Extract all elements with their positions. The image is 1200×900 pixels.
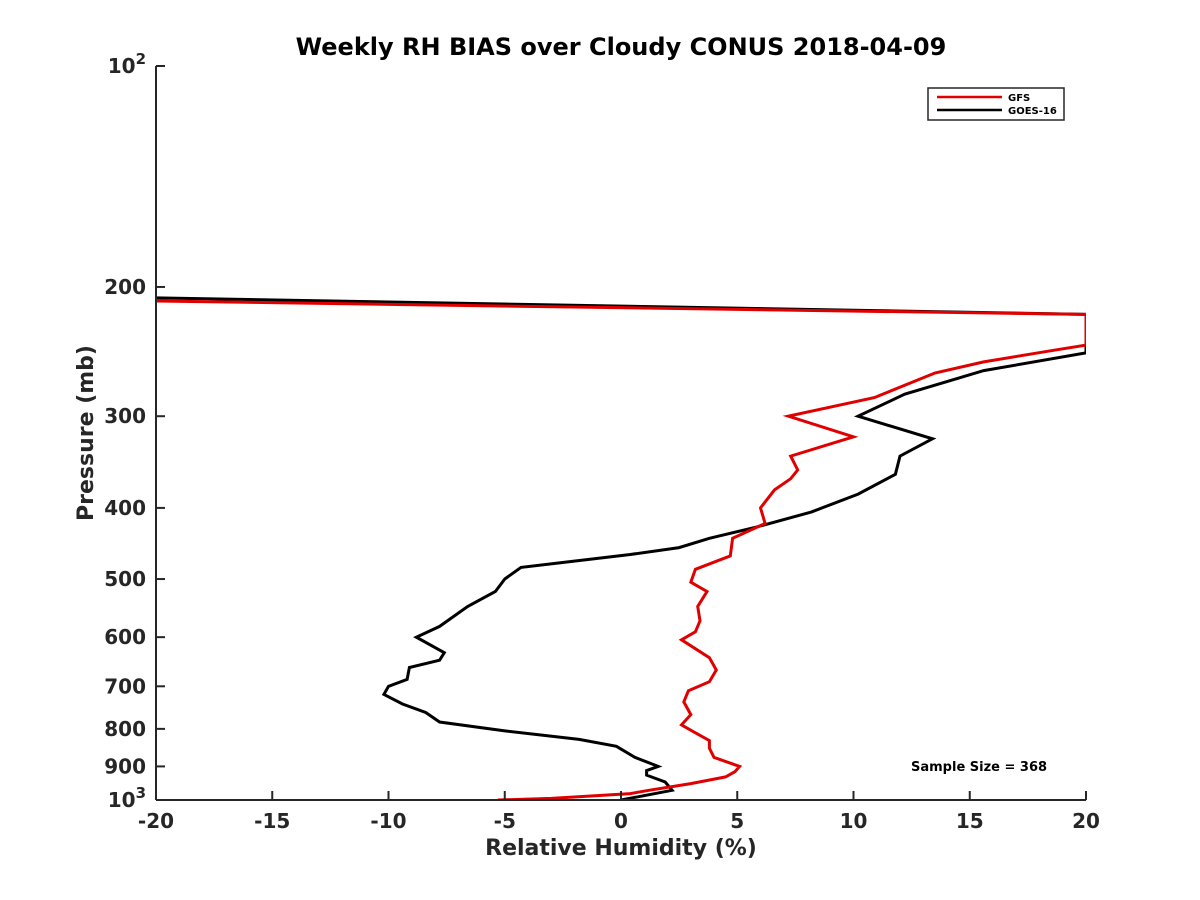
series-layer xyxy=(156,296,1086,800)
x-ticks: -20 -15 -10 -5 0 5 10 15 20 xyxy=(138,791,1100,833)
y-tick-label: 500 xyxy=(104,567,146,591)
series-line-gfs xyxy=(156,299,1086,800)
y-tick-label: 700 xyxy=(104,674,146,698)
x-tick-label: 20 xyxy=(1072,809,1100,833)
y-tick-label: 600 xyxy=(104,625,146,649)
y-tick-label: 800 xyxy=(104,717,146,741)
legend-box xyxy=(927,87,1065,121)
x-axis-label: Relative Humidity (%) xyxy=(485,836,757,861)
x-tick-label: -10 xyxy=(370,809,406,833)
y-axis-label: Pressure (mb) xyxy=(74,345,99,521)
x-tick-label: 0 xyxy=(614,809,628,833)
legend-label-goes16: GOES-16 xyxy=(1008,106,1057,117)
x-tick-label: -15 xyxy=(254,809,290,833)
y-tick-label: 400 xyxy=(104,496,146,520)
x-tick-label: -5 xyxy=(494,809,516,833)
chart-title: Weekly RH BIAS over Cloudy CONUS 2018-04… xyxy=(296,33,947,61)
legend-label-gfs: GFS xyxy=(1008,93,1030,104)
sample-size-annotation: Sample Size = 368 xyxy=(911,760,1047,775)
x-tick-label: 15 xyxy=(956,809,984,833)
x-tick-label: 5 xyxy=(730,809,744,833)
x-tick-label: -20 xyxy=(138,809,174,833)
series-line-goes16 xyxy=(156,296,1086,800)
legend: GFS GOES-16 xyxy=(927,87,1065,121)
y-tick-label: 300 xyxy=(104,404,146,428)
y-tick-label: 200 xyxy=(104,275,146,299)
x-tick-label: 10 xyxy=(840,809,868,833)
y-tick-label: 900 xyxy=(104,754,146,778)
